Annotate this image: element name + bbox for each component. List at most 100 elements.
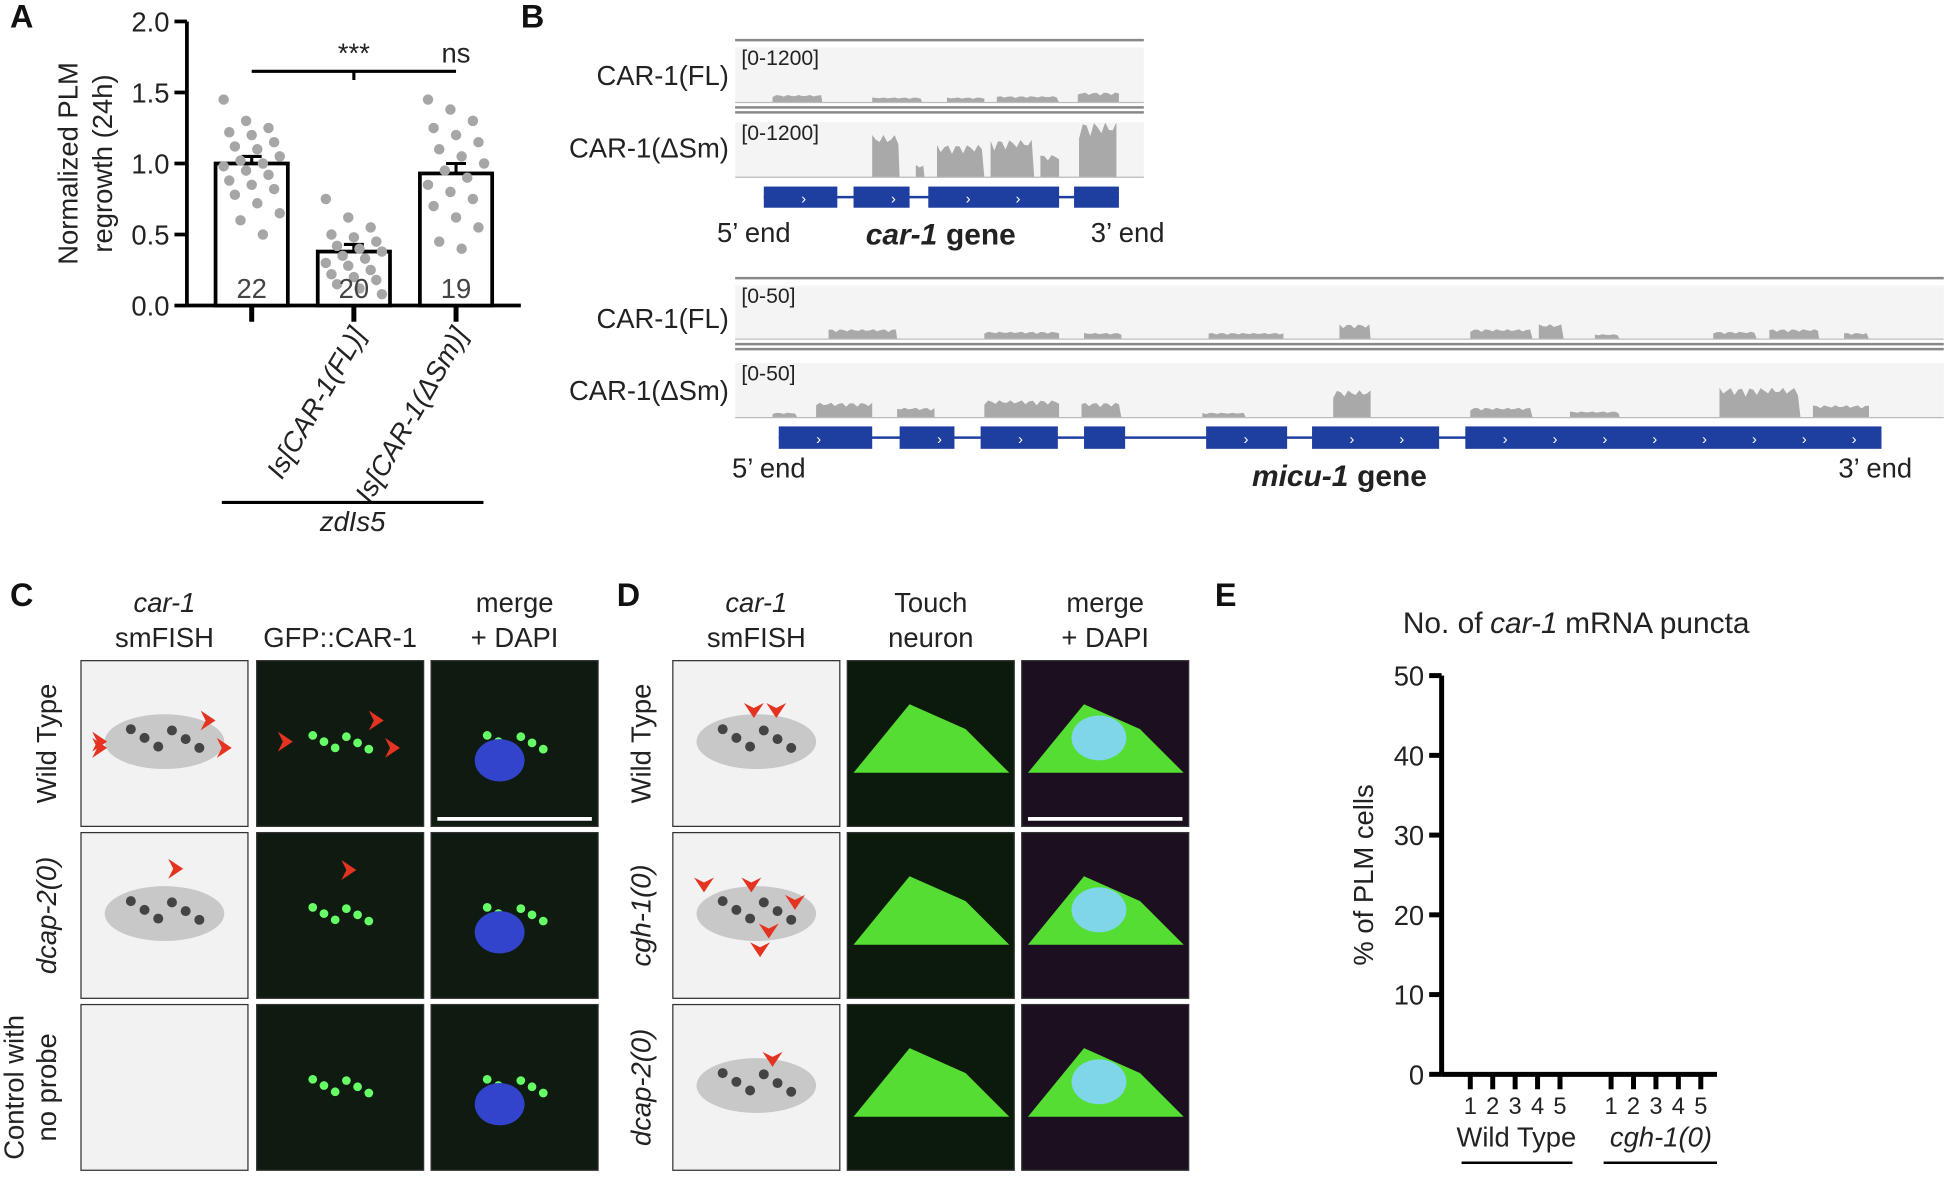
coverage xyxy=(772,94,823,103)
coverage xyxy=(1333,390,1371,418)
group-label: Wild Type xyxy=(1456,1122,1576,1153)
coverage xyxy=(1769,329,1820,340)
puncta xyxy=(125,896,136,907)
puncta xyxy=(330,743,340,753)
cell-signal xyxy=(696,1058,817,1113)
puncta xyxy=(194,914,205,925)
y-tick-label: 30 xyxy=(1394,820,1424,851)
puncta xyxy=(125,724,136,735)
data-point xyxy=(229,189,241,200)
data-point xyxy=(433,236,445,247)
puncta xyxy=(731,1076,742,1087)
puncta xyxy=(772,734,783,745)
nucleus xyxy=(1071,887,1127,933)
coverage xyxy=(1844,333,1870,340)
data-point xyxy=(462,172,473,183)
puncta xyxy=(180,734,191,745)
row-label: no probe xyxy=(31,1033,62,1141)
exon-arrow: › xyxy=(1018,431,1023,448)
nucleus xyxy=(474,739,525,782)
y-tick-label: 0.5 xyxy=(131,219,169,250)
panel-letter: D xyxy=(617,577,640,613)
coverage xyxy=(990,139,1035,178)
y-axis-label: % of PLM cells xyxy=(1348,784,1379,965)
data-point xyxy=(320,193,332,205)
data-point xyxy=(365,264,376,276)
y-tick-label: 50 xyxy=(1394,661,1424,692)
puncta xyxy=(308,903,318,912)
column-header: + DAPI xyxy=(471,622,559,653)
puncta xyxy=(308,731,318,740)
puncta xyxy=(516,904,526,913)
track-range: [0-50] xyxy=(741,362,795,385)
data-point xyxy=(229,141,241,152)
y-tick-label: 0.0 xyxy=(131,291,169,322)
track-name: CAR-1(FL) xyxy=(596,303,728,334)
gene-label: micu-1 gene xyxy=(1252,460,1427,493)
nucleus xyxy=(1071,715,1127,761)
panel-letter: C xyxy=(10,577,33,613)
arrowhead xyxy=(762,1051,783,1067)
coverage xyxy=(1812,405,1870,418)
data-point xyxy=(428,122,439,134)
arrowhead xyxy=(168,858,184,879)
exon-arrow: › xyxy=(1015,190,1020,207)
neuron xyxy=(853,704,1010,773)
exon-arrow: › xyxy=(891,190,896,207)
arrowhead xyxy=(385,737,400,758)
puncta xyxy=(745,1085,756,1096)
track-range: [0-1200] xyxy=(741,47,819,70)
row-label: Wild Type xyxy=(31,684,62,804)
data-point xyxy=(422,179,434,191)
puncta xyxy=(153,741,164,752)
puncta xyxy=(319,737,329,747)
puncta xyxy=(786,742,797,753)
data-point xyxy=(337,250,348,262)
gene-exon xyxy=(1465,426,1882,449)
data-point xyxy=(433,144,445,155)
micrograph xyxy=(256,1003,425,1171)
coverage xyxy=(816,402,873,418)
data-point xyxy=(252,198,263,209)
data-point xyxy=(326,269,337,280)
data-point xyxy=(218,94,229,105)
data-point xyxy=(252,144,263,155)
puncta xyxy=(342,1076,351,1085)
puncta xyxy=(731,904,742,915)
coverage xyxy=(828,329,898,340)
column-header: smFISH xyxy=(115,622,214,653)
y-tick-label: 1.0 xyxy=(131,148,169,179)
arrowhead xyxy=(92,737,108,758)
column-header: + DAPI xyxy=(1061,622,1149,653)
puncta xyxy=(758,725,769,736)
track-range: [0-50] xyxy=(741,285,795,308)
data-point xyxy=(456,243,467,254)
y-tick-label: 1.5 xyxy=(131,77,169,108)
x-tick-label: 5 xyxy=(1553,1094,1566,1120)
puncta xyxy=(194,742,205,753)
x-tick-label: 5 xyxy=(1694,1094,1707,1120)
puncta xyxy=(364,916,374,926)
x-tick-label: 3 xyxy=(1649,1094,1662,1120)
coverage xyxy=(1538,324,1564,340)
exon-arrow: › xyxy=(1752,431,1757,448)
puncta xyxy=(772,906,783,917)
puncta xyxy=(772,1078,783,1089)
arrowhead xyxy=(277,731,293,752)
data-point xyxy=(354,283,365,294)
gene-exon xyxy=(1084,426,1126,449)
gene-exon xyxy=(928,186,1060,208)
puncta xyxy=(717,896,728,907)
significance-label: ns xyxy=(442,38,471,69)
panel-letter: A xyxy=(10,0,33,35)
micrograph xyxy=(256,831,425,999)
column-header: merge xyxy=(476,587,554,618)
puncta xyxy=(786,914,797,925)
title-part: mRNA puncta xyxy=(1565,607,1750,640)
title-part: car-1 xyxy=(1490,607,1558,640)
title-part: No. of xyxy=(1403,607,1483,640)
puncta xyxy=(364,1088,374,1098)
data-point xyxy=(376,246,388,257)
column-header: Touch xyxy=(894,587,967,618)
